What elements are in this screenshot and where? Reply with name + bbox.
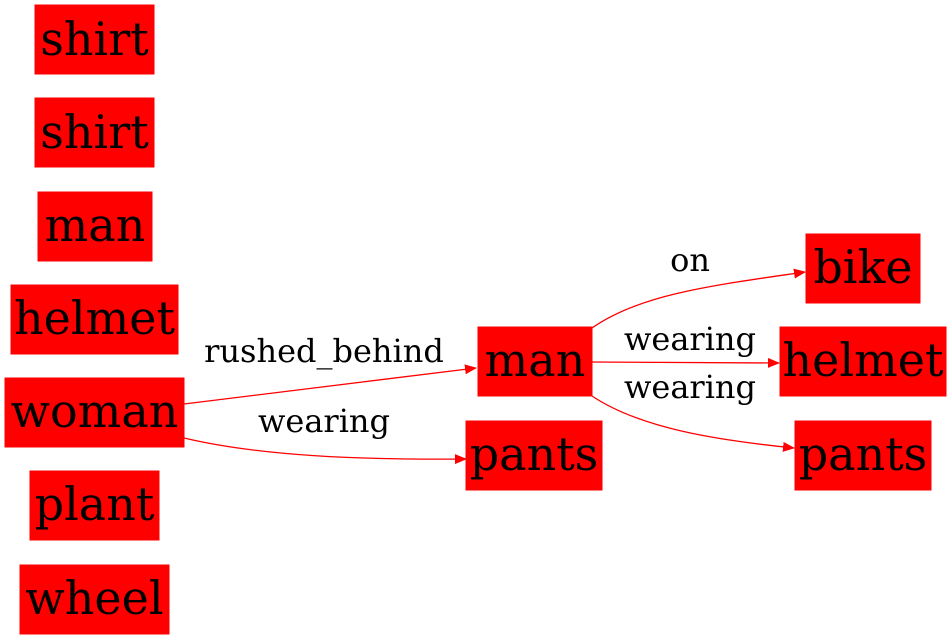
- edge-man-on-bike: on: [591, 241, 806, 329]
- node-label: shirt: [40, 105, 149, 159]
- node-label: shirt: [40, 12, 149, 66]
- node-plant: plant: [29, 470, 160, 541]
- node-label: plant: [35, 477, 155, 531]
- edge-line: [591, 268, 806, 329]
- node-helmet: helmet: [779, 326, 947, 397]
- node-woman: woman: [4, 377, 185, 448]
- edge-man-wearing-helmet: wearing: [591, 320, 780, 368]
- node-label: wheel: [25, 571, 163, 625]
- node-label: pants: [799, 427, 928, 481]
- node-wheel: wheel: [19, 564, 170, 635]
- node-man: man: [37, 191, 153, 262]
- node-shirt: shirt: [34, 4, 155, 75]
- edge-woman-rushed-behind-man: rushed_behind: [183, 332, 477, 405]
- node-helmet: helmet: [10, 284, 179, 355]
- edge-label-wearing: wearing: [624, 368, 756, 406]
- edge-line: [183, 437, 467, 465]
- edge-label-wearing: wearing: [624, 320, 756, 358]
- node-label: helmet: [14, 291, 175, 345]
- edge-woman-wearing-pants: wearing: [183, 402, 467, 465]
- node-label: man: [45, 198, 146, 252]
- node-label: helmet: [783, 333, 944, 387]
- edge-line: [591, 357, 780, 368]
- edge-label-on: on: [670, 241, 710, 279]
- node-shirt: shirt: [34, 97, 155, 168]
- node-label: man: [485, 333, 586, 387]
- node-pants: pants: [465, 420, 603, 491]
- edge-label-wearing: wearing: [258, 402, 390, 440]
- edge-label-rushed-behind: rushed_behind: [204, 332, 444, 370]
- node-label: bike: [813, 240, 912, 294]
- node-pants: pants: [794, 420, 932, 491]
- edge-line: [183, 364, 477, 405]
- node-bike: bike: [805, 233, 921, 304]
- edge-man-wearing-pants: wearing: [591, 368, 795, 452]
- node-label: pants: [470, 427, 599, 481]
- node-label: woman: [11, 384, 179, 438]
- edge-line: [591, 395, 795, 452]
- node-man: man: [477, 326, 593, 397]
